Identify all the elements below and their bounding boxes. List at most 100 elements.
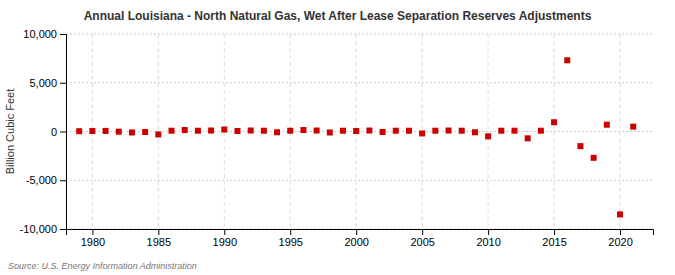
tick: -5,000 — [26, 174, 66, 186]
grid-line — [66, 82, 653, 83]
tick: 2005 — [410, 229, 434, 248]
point — [155, 131, 161, 137]
point — [103, 128, 109, 134]
tick: 2020 — [608, 229, 632, 248]
point — [538, 128, 544, 134]
tick-mark — [488, 229, 489, 235]
tick: 2010 — [476, 229, 500, 248]
tick-label: 1995 — [279, 236, 303, 248]
point — [248, 128, 254, 134]
point — [459, 128, 465, 134]
tick-mark — [60, 132, 66, 133]
tick: 1985 — [147, 229, 171, 248]
tick-label: 1990 — [213, 236, 237, 248]
tick-mark — [60, 83, 66, 84]
tick-mark — [620, 229, 621, 235]
tick-label: -5,000 — [26, 174, 57, 186]
tick: 2000 — [344, 229, 368, 248]
tick-mark — [92, 229, 93, 235]
chart: 1980 1985 1990 1995 2000 2005 2010 2015 2020 -10,… — [0, 0, 675, 275]
point — [314, 128, 320, 134]
point — [485, 133, 491, 139]
tick: 2015 — [542, 229, 566, 248]
point — [564, 57, 570, 63]
point — [182, 127, 188, 133]
grid-line — [620, 34, 621, 229]
axis-line — [60, 35, 67, 230]
point — [380, 129, 386, 135]
annotation: Source: U.S. Energy Information Administ… — [8, 261, 197, 271]
point — [221, 127, 227, 133]
tick-mark — [224, 229, 225, 235]
point — [76, 128, 82, 134]
grid-line — [488, 34, 489, 229]
point — [195, 128, 201, 134]
point — [617, 211, 623, 217]
point — [274, 129, 280, 135]
point — [327, 129, 333, 135]
tick-mark — [422, 229, 423, 235]
tick: 10,000 — [23, 28, 66, 40]
point — [261, 128, 267, 134]
point — [604, 122, 610, 128]
point — [300, 127, 306, 133]
point — [446, 128, 452, 134]
point — [340, 128, 346, 134]
point — [129, 129, 135, 135]
point — [353, 128, 359, 134]
point — [498, 128, 504, 134]
grid-line — [554, 34, 555, 229]
plot-area: 1980 1985 1990 1995 2000 2005 2010 2015 2020 -10,… — [20, 28, 654, 248]
tick-label: 2020 — [608, 236, 632, 248]
tick: 5,000 — [29, 77, 66, 89]
y-axis: -10,000 -5,000 0 5,000 10,000 — [20, 28, 67, 235]
tick-mark — [60, 34, 66, 35]
tick-mark — [554, 229, 555, 235]
point — [525, 135, 531, 141]
point — [511, 128, 517, 134]
tick-mark — [290, 229, 291, 235]
point — [89, 128, 95, 134]
tick: 1995 — [279, 229, 303, 248]
tick-label: 1980 — [81, 236, 105, 248]
tick: 1990 — [213, 229, 237, 248]
point — [472, 129, 478, 135]
tick-label: 1985 — [147, 236, 171, 248]
point — [577, 143, 583, 149]
point — [393, 128, 399, 134]
point — [406, 128, 412, 134]
point — [142, 129, 148, 135]
tick-label: 2015 — [542, 236, 566, 248]
point — [630, 124, 636, 130]
grid-line — [66, 34, 653, 35]
tick-label: 2000 — [344, 236, 368, 248]
tick-mark — [60, 229, 66, 230]
tick: -10,000 — [20, 223, 66, 235]
tick: 0 — [51, 126, 66, 138]
point — [234, 128, 240, 134]
tick-label: 5,000 — [29, 77, 57, 89]
point — [551, 119, 557, 125]
tick-label: 0 — [51, 126, 57, 138]
tick-label: 10,000 — [23, 28, 57, 40]
point — [208, 128, 214, 134]
tick: 1980 — [81, 229, 105, 248]
point — [116, 129, 122, 135]
x-axis: 1980 1985 1990 1995 2000 2005 2010 2015 2020 — [67, 229, 654, 248]
point — [419, 130, 425, 136]
tick-label: 2010 — [476, 236, 500, 248]
point — [432, 128, 438, 134]
y-axis-title: Billion Cubic Feet — [4, 89, 16, 175]
grid-line — [66, 180, 653, 181]
tick-label: 2005 — [410, 236, 434, 248]
grid — [66, 34, 653, 229]
tick-label: -10,000 — [20, 223, 57, 235]
tick-mark — [356, 229, 357, 235]
point — [287, 128, 293, 134]
tick-mark — [158, 229, 159, 235]
grid-line — [66, 131, 653, 132]
point — [591, 155, 597, 161]
points — [76, 57, 636, 217]
axis-line — [67, 230, 654, 236]
tick-mark — [60, 180, 66, 181]
